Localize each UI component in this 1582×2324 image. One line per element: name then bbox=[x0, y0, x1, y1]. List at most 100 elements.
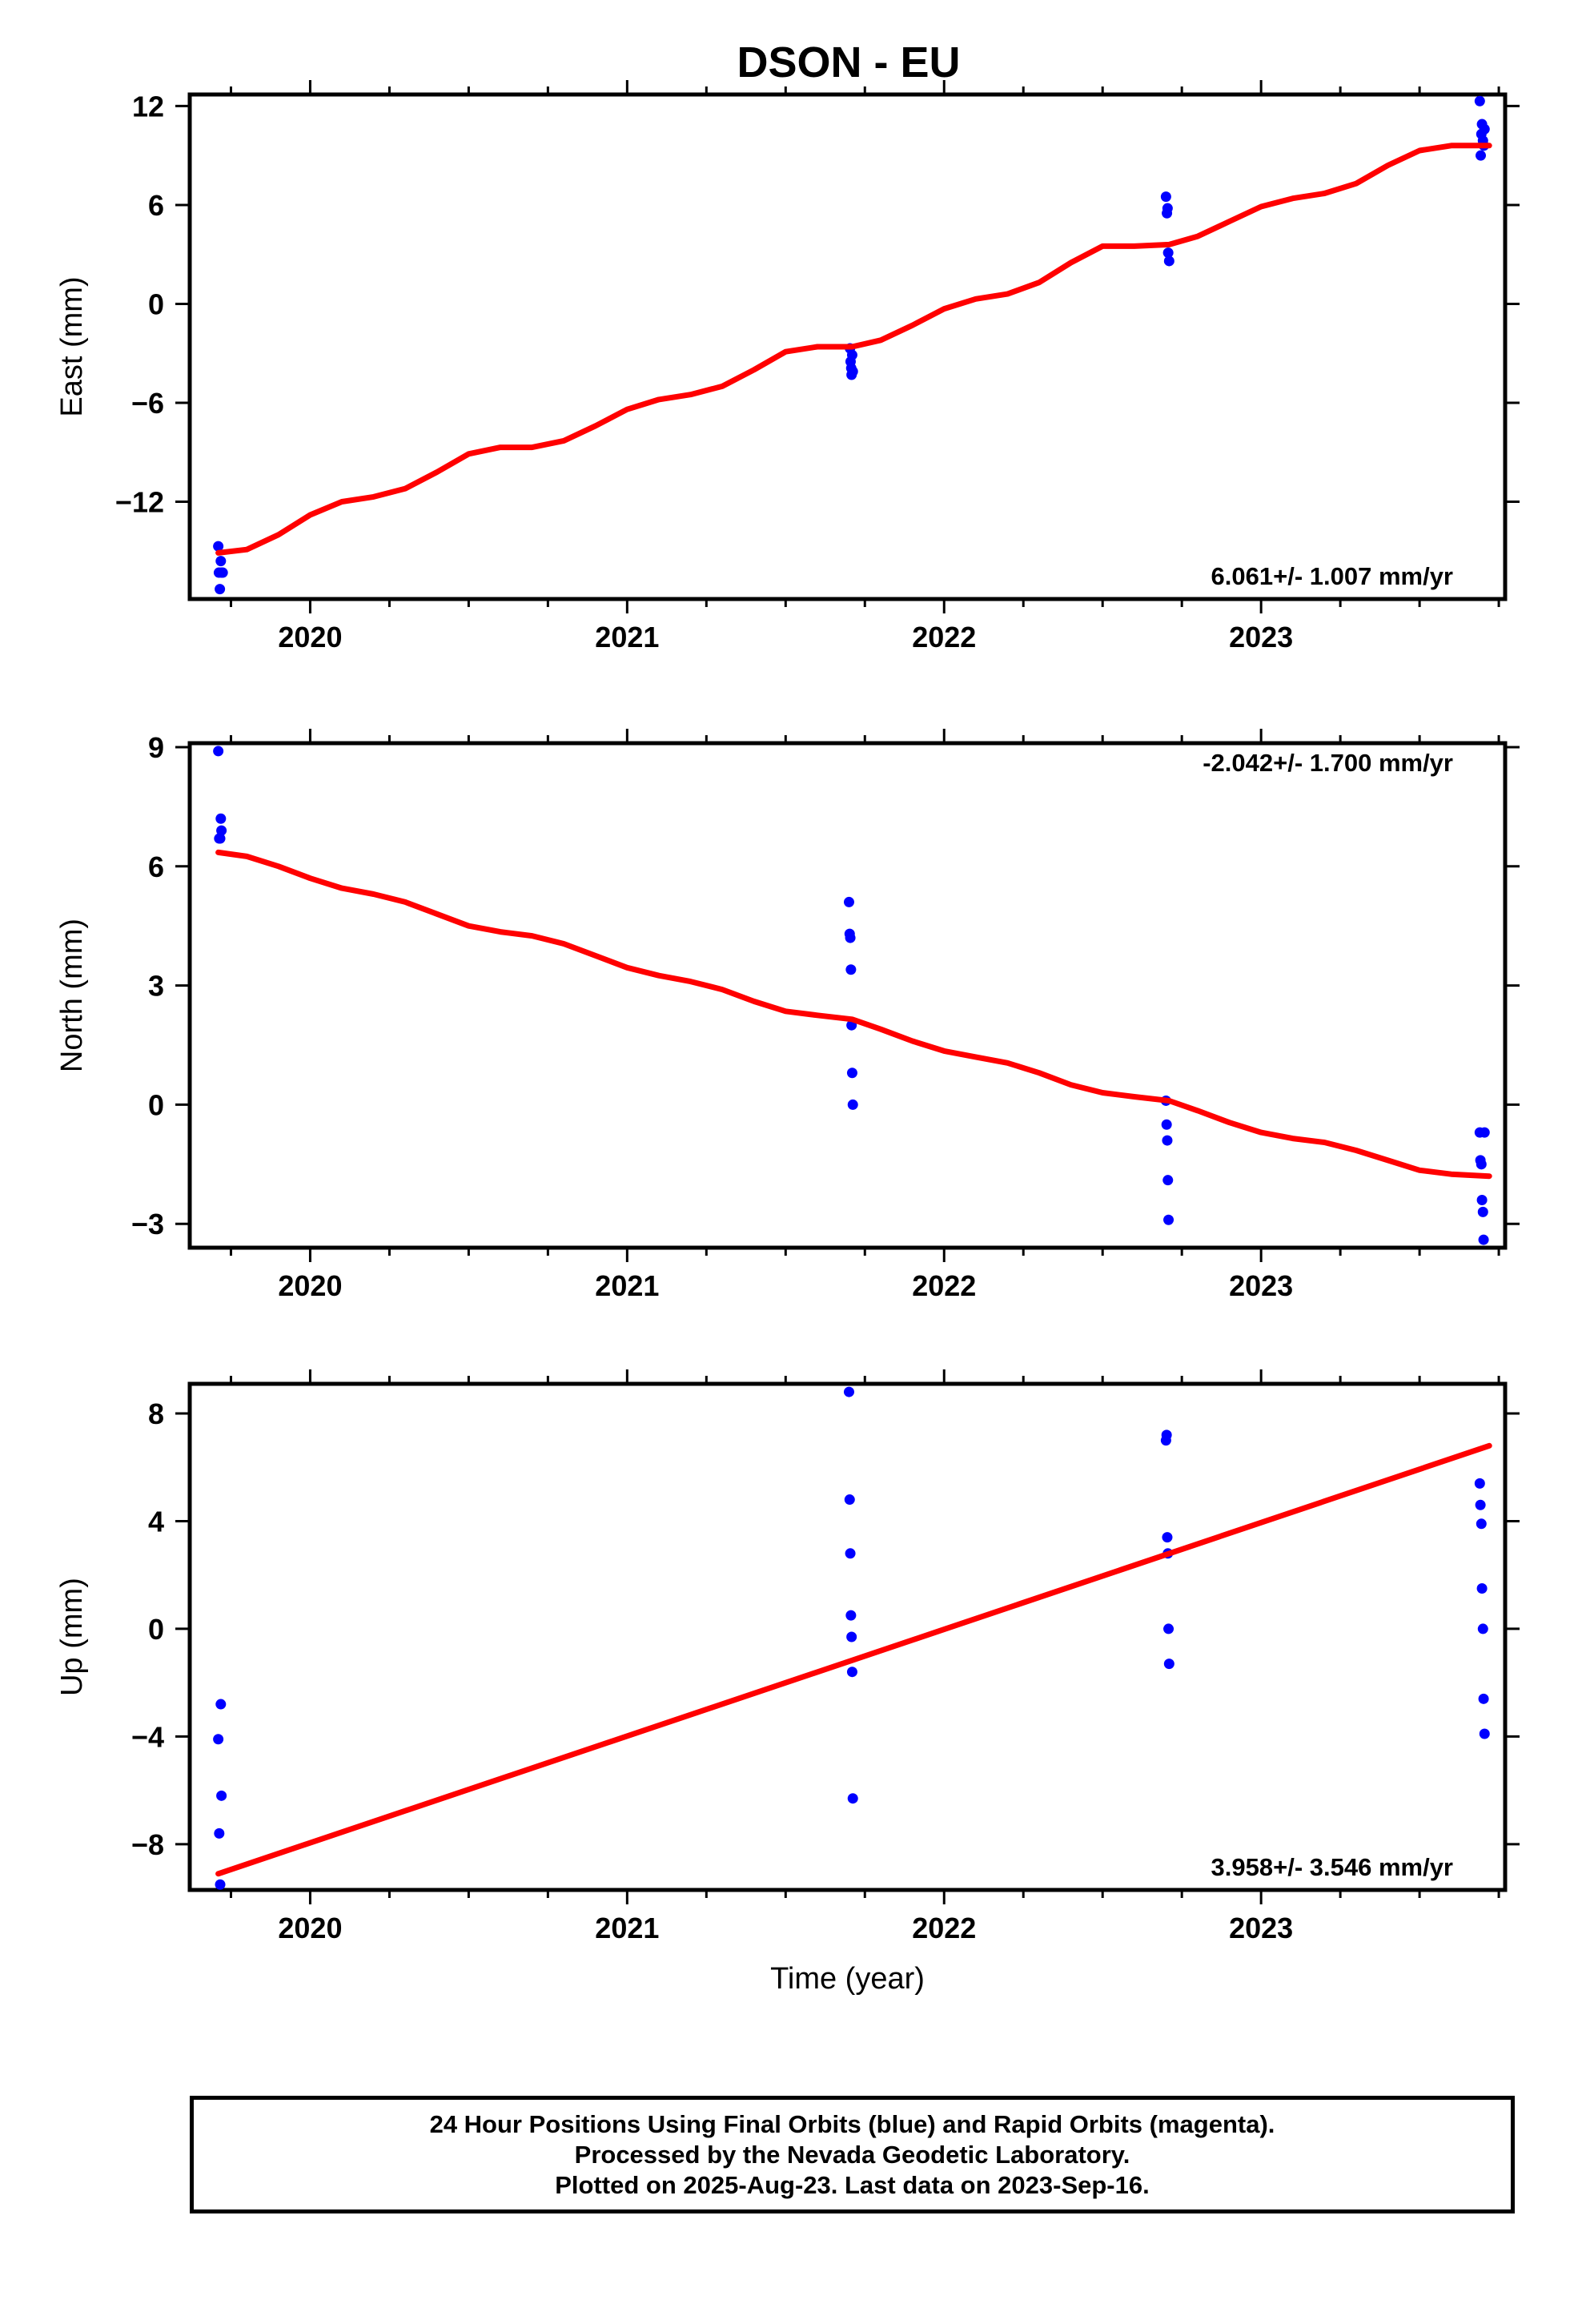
north-data-point bbox=[215, 813, 227, 824]
up-data-point bbox=[1162, 1532, 1173, 1543]
up-rate-label: 3.958+/- 3.546 mm/yr bbox=[1211, 1853, 1453, 1881]
north-data-point bbox=[1478, 1234, 1489, 1245]
east-data-point bbox=[1160, 191, 1171, 203]
east-data-point bbox=[1163, 255, 1174, 267]
up-data-point bbox=[844, 1494, 855, 1506]
up-data-point bbox=[846, 1667, 857, 1678]
east-data-point bbox=[1476, 150, 1487, 161]
north-data-point bbox=[846, 1068, 857, 1079]
up-y-tick-label: 8 bbox=[148, 1397, 164, 1430]
up-data-point bbox=[846, 1631, 857, 1642]
east-data-point bbox=[1479, 123, 1490, 135]
footer-info-box: 24 Hour Positions Using Final Orbits (bl… bbox=[190, 2096, 1515, 2213]
footer-line-processor: Processed by the Nevada Geodetic Laborat… bbox=[574, 2140, 1130, 2169]
north-data-point bbox=[843, 896, 854, 907]
up-data-point bbox=[1476, 1582, 1488, 1594]
north-data-point bbox=[215, 833, 226, 844]
north-x-tick-label: 2021 bbox=[595, 1269, 659, 1302]
east-x-tick-label: 2021 bbox=[595, 621, 659, 653]
east-y-tick-label: 12 bbox=[132, 90, 164, 123]
up-x-tick-label: 2022 bbox=[912, 1912, 976, 1944]
east-y-tick-label: −12 bbox=[115, 486, 164, 519]
up-data-point bbox=[216, 1790, 227, 1801]
north-y-tick-label: 6 bbox=[148, 850, 164, 883]
north-data-point bbox=[1162, 1175, 1174, 1186]
up-y-tick-label: −4 bbox=[131, 1720, 164, 1753]
up-data-point bbox=[845, 1548, 856, 1559]
up-data-point bbox=[847, 1793, 858, 1804]
up-y-axis-label: Up (mm) bbox=[55, 1578, 89, 1696]
east-data-point bbox=[217, 567, 228, 578]
east-data-point bbox=[846, 349, 857, 360]
north-trend-line bbox=[215, 849, 1492, 1180]
east-x-tick-label: 2023 bbox=[1229, 621, 1293, 653]
east-y-axis-label: East (mm) bbox=[55, 276, 89, 416]
east-y-tick-label: −6 bbox=[131, 387, 164, 420]
east-data-point bbox=[1162, 247, 1174, 259]
up-data-point bbox=[1474, 1478, 1485, 1489]
up-data-point bbox=[1478, 1693, 1489, 1704]
north-x-tick-label: 2023 bbox=[1229, 1269, 1293, 1302]
east-x-tick-label: 2022 bbox=[912, 621, 976, 653]
north-data-point bbox=[1161, 1119, 1172, 1130]
north-x-tick-label: 2022 bbox=[912, 1269, 976, 1302]
north-plot-frame bbox=[187, 741, 1508, 1250]
footer-line-orbits: 24 Hour Positions Using Final Orbits (bl… bbox=[429, 2109, 1275, 2138]
north-y-axis-label: North (mm) bbox=[55, 919, 89, 1072]
east-rate-label: 6.061+/- 1.007 mm/yr bbox=[1211, 562, 1453, 590]
up-y-tick-label: −8 bbox=[131, 1828, 164, 1861]
up-data-point bbox=[214, 1827, 225, 1839]
up-data-point bbox=[215, 1699, 227, 1710]
up-x-axis-label: Time (year) bbox=[770, 1962, 925, 1996]
up-data-point bbox=[1477, 1623, 1488, 1634]
north-data-point bbox=[1476, 1194, 1488, 1205]
north-y-tick-label: 9 bbox=[148, 731, 164, 764]
east-data-point bbox=[847, 366, 858, 377]
north-data-point bbox=[1479, 1127, 1490, 1138]
east-data-point bbox=[215, 556, 227, 567]
up-y-tick-label: 4 bbox=[148, 1505, 164, 1538]
east-data-point bbox=[1162, 203, 1173, 214]
north-data-point bbox=[1163, 1214, 1174, 1225]
up-trend-line bbox=[215, 1442, 1492, 1877]
north-y-tick-label: 0 bbox=[148, 1088, 164, 1121]
up-data-point bbox=[1163, 1659, 1174, 1670]
east-x-tick-label: 2020 bbox=[278, 621, 342, 653]
up-plot-frame bbox=[187, 1381, 1508, 1892]
north-x-tick-label: 2020 bbox=[278, 1269, 342, 1302]
up-data-point bbox=[843, 1386, 854, 1397]
east-y-tick-label: 0 bbox=[148, 287, 164, 320]
up-x-tick-label: 2021 bbox=[595, 1912, 659, 1944]
up-data-point bbox=[215, 1879, 226, 1890]
north-data-point bbox=[845, 964, 857, 975]
up-data-point bbox=[1475, 1499, 1486, 1510]
east-y-tick-label: 6 bbox=[148, 189, 164, 222]
up-data-point bbox=[1476, 1518, 1487, 1530]
north-data-point bbox=[1162, 1135, 1173, 1146]
north-panel: 2020 2021 2022 2023 9 6 3 0 −3 North (mm) -2.042+/… bbox=[55, 729, 1520, 1302]
east-plot-frame bbox=[187, 92, 1508, 601]
up-data-point bbox=[1479, 1728, 1490, 1739]
east-trend-line bbox=[215, 143, 1492, 556]
east-data-point bbox=[213, 541, 224, 552]
north-rate-label: -2.042+/- 1.700 mm/yr bbox=[1203, 749, 1453, 777]
up-data-point bbox=[213, 1734, 224, 1745]
north-data-point bbox=[847, 1099, 858, 1110]
north-data-point bbox=[1477, 1206, 1488, 1217]
up-y-tick-label: 0 bbox=[148, 1613, 164, 1646]
east-data-point bbox=[1474, 95, 1485, 107]
north-data-point bbox=[213, 746, 224, 757]
up-x-tick-label: 2023 bbox=[1229, 1912, 1293, 1944]
north-data-point bbox=[216, 825, 227, 836]
north-data-point bbox=[845, 932, 856, 943]
up-data-point bbox=[1161, 1429, 1172, 1441]
north-data-point bbox=[1476, 1159, 1487, 1170]
up-data-point bbox=[845, 1610, 857, 1621]
east-data-point bbox=[215, 584, 226, 595]
east-panel: 2020 2021 2022 2023 12 6 0 −6 −12 East (mm) 6.061+… bbox=[55, 80, 1520, 653]
chart-title: DSON - EU bbox=[737, 38, 960, 86]
footer-line-dates: Plotted on 2025-Aug-23. Last data on 202… bbox=[555, 2170, 1150, 2199]
up-x-tick-label: 2020 bbox=[278, 1912, 342, 1944]
up-data-point bbox=[1163, 1623, 1174, 1634]
